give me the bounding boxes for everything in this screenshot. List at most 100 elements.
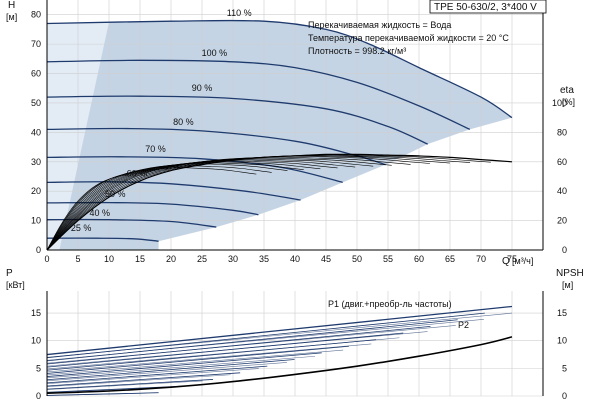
eta-tick-label: 0 [562, 245, 567, 255]
npsh-label: NPSH [556, 268, 584, 279]
eta-unit: [%] [562, 97, 575, 107]
eta-label: eta [560, 85, 574, 96]
info-line-temp: Температура перекачиваемой жидкости = 20… [308, 33, 509, 43]
x-tick-label: 50 [352, 254, 362, 264]
model-box [429, 0, 547, 14]
x-tick-label: 35 [259, 254, 269, 264]
head-curve-60pct [46, 181, 301, 201]
p2-power-line [46, 325, 456, 364]
x-tick-label: 55 [383, 254, 393, 264]
bottom-y-label: P [6, 268, 13, 279]
x-tick-label: 45 [321, 254, 331, 264]
p2-power-line [46, 312, 513, 358]
efficiency-curve [46, 158, 374, 251]
npsh-tick-label: 15 [557, 308, 567, 318]
top-y-tick-label: 0 [36, 245, 41, 255]
p2-power-line [46, 343, 372, 373]
curve-label: 80 % [173, 117, 194, 127]
curve-label: 100 % [202, 48, 228, 58]
x-tick-label: 70 [476, 254, 486, 264]
x-tick-label: 40 [290, 254, 300, 264]
p1-power-line [46, 305, 513, 356]
x-tick-label: 15 [135, 254, 145, 264]
top-y-tick-label: 70 [31, 39, 41, 49]
pump-model: TPE 50-630/2, 3*400 V [434, 2, 537, 13]
bottom-y-tick-label: 10 [31, 336, 41, 346]
info-line-liquid: Перекачиваемая жидкость = Вода [308, 20, 451, 30]
head-curve-25pct [46, 237, 159, 242]
p2-power-line [46, 380, 203, 390]
npsh-tick-label: 0 [562, 391, 567, 400]
x-tick-label: 10 [104, 254, 114, 264]
curve-label: 70 % [145, 144, 166, 154]
efficiency-curve [46, 157, 392, 251]
p1-series-label: P1 (двиг.+преобр-ль частоты) [328, 299, 452, 309]
efficiency-curve [46, 167, 257, 251]
eta-tick-label: 80 [557, 127, 567, 137]
x-tick-label: 75 [507, 254, 517, 264]
x-tick-label: 25 [197, 254, 207, 264]
npsh-tick-label: 10 [557, 336, 567, 346]
info-line-density: Плотность = 998.2 кг/м³ [308, 46, 406, 56]
operating-region [47, 20, 512, 250]
p2-power-line [46, 337, 400, 370]
x-tick-label: 30 [228, 254, 238, 264]
curve-label: 40 % [89, 208, 110, 218]
p2-power-line [46, 362, 287, 382]
top-y-unit: [м] [6, 12, 17, 22]
p2-series-label: P2 [458, 320, 469, 330]
p1-power-line [46, 359, 295, 381]
eta-tick-label: 100 [552, 98, 567, 108]
efficiency-curve [46, 161, 321, 251]
head-curve-110pct [46, 19, 513, 119]
efficiency-curve [46, 162, 304, 251]
p2-power-line [46, 374, 231, 387]
curve-label: 110 % [227, 8, 252, 18]
x-tick-label: 20 [166, 254, 176, 264]
head-curve-100pct [46, 59, 471, 130]
head-curve-90pct [46, 95, 428, 145]
efficiency-curve [46, 159, 356, 251]
p2-power-line [46, 331, 428, 367]
curve-label: 60 % [127, 168, 148, 178]
p1-power-line [46, 345, 349, 374]
curve-label: 90 % [192, 83, 213, 93]
x-tick-label: 65 [445, 254, 455, 264]
head-curve-70pct [46, 156, 343, 184]
p2-power-line [46, 349, 344, 376]
bottom-y-unit: [кВт] [6, 280, 25, 290]
x-tick-label: 60 [414, 254, 424, 264]
curve-label: 50 % [105, 189, 126, 199]
p2-power-line [46, 392, 147, 396]
top-y-tick-label: 20 [31, 186, 41, 196]
top-y-tick-label: 10 [31, 216, 41, 226]
p1-power-line [46, 365, 268, 384]
npsh-unit: [м] [562, 280, 573, 290]
top-y-label: H [8, 0, 15, 11]
top-y-tick-label: 30 [31, 157, 41, 167]
x-tick-label: 5 [75, 254, 80, 264]
p1-power-line [46, 372, 241, 387]
npsh-tick-label: 5 [562, 363, 567, 373]
p2-power-line [46, 368, 259, 385]
x-label: Q [502, 256, 510, 267]
npsh-curve [46, 336, 513, 394]
p1-power-line [46, 352, 322, 377]
bottom-y-tick-label: 5 [36, 363, 41, 373]
efficiency-curve [46, 165, 272, 251]
top-y-tick-label: 50 [31, 98, 41, 108]
eta-tick-label: 40 [557, 186, 567, 196]
top-y-tick-label: 60 [31, 69, 41, 79]
curve-label: 25 % [71, 223, 92, 233]
eta-tick-label: 60 [557, 157, 567, 167]
p2-power-line [46, 318, 484, 361]
efficiency-curve [46, 160, 338, 251]
p1-power-line [46, 379, 213, 390]
bottom-y-tick-label: 0 [36, 391, 41, 400]
efficiency-curve [46, 156, 411, 251]
top-y-tick-label: 80 [31, 10, 41, 20]
x-unit: [м³/ч] [512, 256, 533, 266]
top-y-tick-label: 40 [31, 127, 41, 137]
x-tick-label: 0 [44, 254, 49, 264]
